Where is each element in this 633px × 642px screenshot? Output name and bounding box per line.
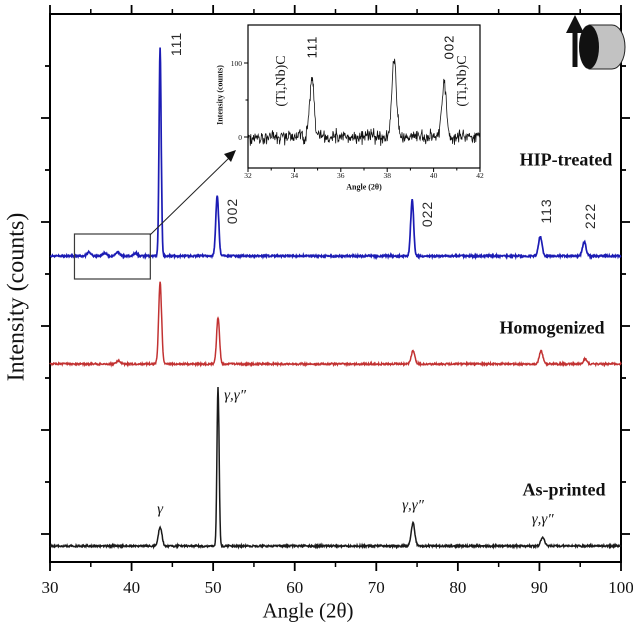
phase-label-gamma: γ,γ″ [531,511,554,528]
cylinder-sample-icon [588,24,626,70]
inset-x-tick-label: 34 [291,171,299,180]
up-arrow-icon [572,30,578,67]
up-arrow-head [566,15,584,33]
inset-noise-trace [247,58,481,146]
inset-y-axis-title: Intensity (counts) [215,65,225,125]
inset-y-tick-label: 0 [238,133,242,142]
peak-label-222: 222 [582,202,599,230]
peak-label-111: 111 [168,31,185,57]
build-direction-icon [566,15,626,70]
x-tick-label: 100 [608,578,633,597]
x-tick-label: 80 [449,578,466,597]
y-axis-title: Intensity (counts) [3,212,30,382]
inset-y-tick-label: 100 [231,59,243,68]
cylinder-end-face [579,25,599,69]
xrd-trace-homogenized [49,281,622,368]
inset-x-tick-label: 36 [337,171,345,180]
phase-label-gamma: γ,γ″ [224,387,246,404]
inset-x-tick-label: 42 [476,171,484,180]
inset-x-tick-label: 38 [383,171,391,180]
inset-x-tick-label: 40 [430,171,438,180]
inset-frame [247,24,481,169]
phase-label-gamma: γ,γ″ [402,497,424,514]
zoom-arrow-head [224,150,236,162]
peak-label-113: 113 [538,198,555,224]
peak-label-022: 022 [419,200,436,228]
phase-label-gamma: γ [157,501,164,518]
x-tick-label: 70 [368,578,385,597]
zoom-region-box [73,233,151,280]
x-tick-label: 50 [205,578,222,597]
peak-label-002: 002 [224,197,241,225]
x-tick-label: 90 [531,578,548,597]
trace-label-homogenized: Homogenized [499,317,605,338]
inset-label-TiNbC: (Ti,Nb)C [454,55,470,107]
x-tick-label: 40 [123,578,140,597]
trace-label-hip-treated: HIP-treated [519,149,613,170]
inset-x-axis-title: Angle (2θ) [346,182,382,192]
x-tick-label: 60 [286,578,303,597]
trace-label-as-printed: As-printed [522,479,606,500]
inset-x-tick-label: 32 [244,171,252,180]
xrd-trace-hip-treated [49,47,622,261]
zoom-arrow-line [149,157,230,236]
x-axis-title: Angle (2θ) [262,598,354,623]
inset-label-TiNbC: (Ti,Nb)C [273,55,289,107]
x-tick-label: 30 [42,578,59,597]
xrd-trace-as-printed [49,386,622,550]
inset-label-111: 111 [304,35,320,59]
